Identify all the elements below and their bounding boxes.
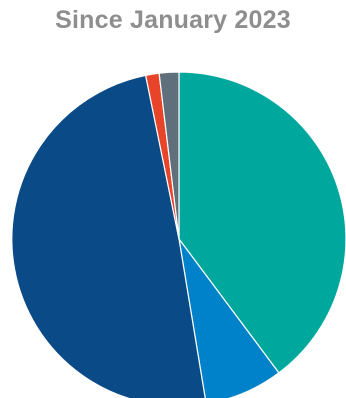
pie-slice-3 bbox=[11, 74, 206, 398]
pie-slice-5 bbox=[158, 71, 180, 240]
chart-title: Since January 2023 bbox=[55, 6, 291, 34]
pie-slice-2 bbox=[178, 238, 280, 398]
pie-slice-1 bbox=[178, 71, 346, 374]
